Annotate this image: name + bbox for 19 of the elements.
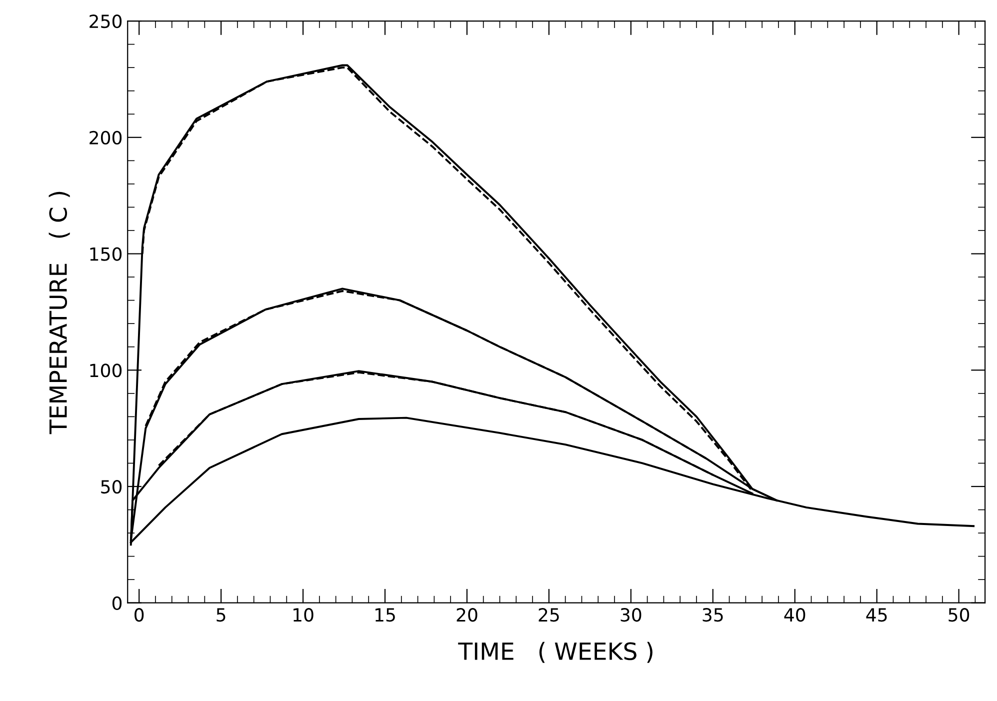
x-tick-label: 15 [376,608,395,622]
y-tick-label: 100 [90,364,122,378]
x-tick-label: 45 [866,608,887,622]
y-tick-label: 50 [101,480,122,494]
y-axis-title: TEMPERATURE ( C ) [48,192,70,434]
x-tick-label: 25 [538,608,559,622]
y-tick-label: 250 [90,14,122,28]
x-tick-label: 5 [216,608,226,622]
x-tick-label: 0 [134,608,144,622]
x-tick-label: 20 [456,608,478,622]
x-tick-label: 50 [948,608,970,622]
x-tick-label: 35 [702,608,723,622]
x-tick-label: 30 [620,608,642,622]
x-tick-label: 10 [294,608,314,622]
y-tick-label: 0 [112,596,122,610]
y-tick-label: 150 [90,247,122,261]
x-axis-title: TIME ( WEEKS ) [458,642,652,663]
x-tick-label: 40 [784,608,806,622]
y-tick-label: 200 [90,130,122,145]
